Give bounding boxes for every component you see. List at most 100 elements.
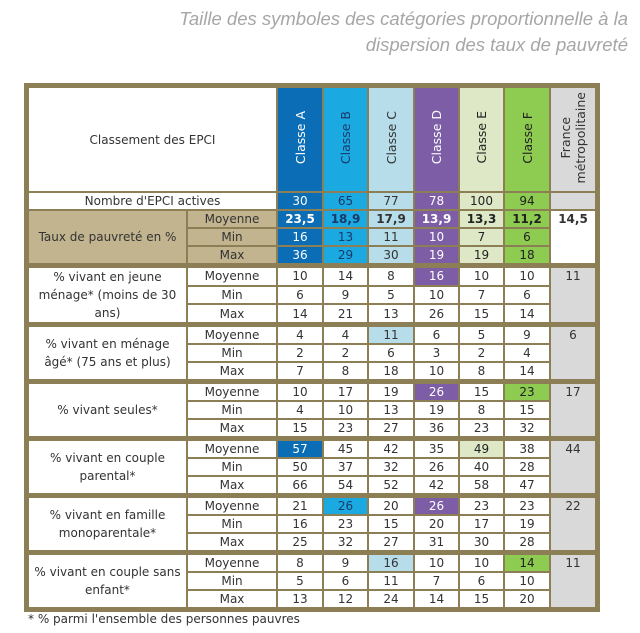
value-cell: 19 (460, 247, 503, 263)
header-class-b: Classe B (324, 88, 367, 191)
value-cell: 6 (415, 327, 458, 343)
caption-line-1: Taille des symboles des catégories propo… (179, 8, 628, 29)
table-row: Min 50 37 32 26 40 28 (29, 459, 595, 475)
value-cell: 6 (324, 573, 367, 589)
table-row: Max 14 21 13 26 15 14 (29, 305, 595, 322)
block-label: % vivant en jeune ménage* (moins de 30 a… (29, 268, 186, 322)
stat-label: Max (188, 247, 276, 263)
france-value: 14,5 (551, 211, 595, 263)
header-class-c: Classe C (369, 88, 413, 191)
value-cell: 6 (278, 286, 322, 304)
table-row: % vivant en couple sans enfant* Moyenne 8 9… (29, 555, 595, 607)
value-cell: 42 (415, 477, 458, 493)
value-cell: 14 (505, 363, 549, 379)
stat-label: Moyenne (188, 441, 276, 457)
value-cell: 12 (324, 591, 367, 607)
nombre-cell: 78 (415, 193, 458, 209)
stat-label: Min (188, 345, 276, 361)
table-row: Max 66 54 52 42 58 47 (29, 477, 595, 493)
table-row: Max 36 29 30 19 19 18 (29, 247, 595, 263)
value-cell: 15 (460, 384, 503, 400)
value-cell: 32 (505, 420, 549, 436)
value-cell: 20 (369, 498, 413, 514)
value-cell: 26 (415, 305, 458, 322)
value-cell: 8 (460, 363, 503, 379)
value-cell: 15 (460, 305, 503, 322)
value-cell: 4 (324, 327, 367, 343)
value-cell: 26 (415, 498, 458, 514)
value-cell: 10 (415, 229, 458, 245)
value-cell: 8 (278, 555, 322, 571)
france-value: 6 (551, 327, 595, 379)
value-cell: 3 (415, 345, 458, 361)
value-cell: 30 (369, 247, 413, 263)
value-cell: 13 (278, 591, 322, 607)
value-cell: 7 (460, 286, 503, 304)
value-cell: 21 (278, 498, 322, 514)
table-row: % vivant seules* Moyenne 10 17 19 26 15 23 17 (29, 384, 595, 436)
value-cell: 50 (278, 459, 322, 475)
value-cell: 54 (324, 477, 367, 493)
value-cell: 6 (505, 286, 549, 304)
value-cell: 35 (415, 441, 458, 457)
value-cell: 11 (369, 327, 413, 343)
block-separator (29, 324, 595, 325)
value-cell: 16 (369, 555, 413, 571)
value-cell: 7 (278, 363, 322, 379)
stat-label: Max (188, 534, 276, 550)
table-row: % vivant en jeune ménage* (moins de 30 a… (29, 268, 595, 322)
value-cell: 27 (369, 420, 413, 436)
value-cell: 16 (278, 229, 322, 245)
value-cell: 17,9 (369, 211, 413, 227)
value-cell: 5 (460, 327, 503, 343)
block-separator (29, 552, 595, 553)
value-cell: 21 (324, 305, 367, 322)
value-cell: 10 (460, 555, 503, 571)
stat-label: Max (188, 591, 276, 607)
value-cell: 18,9 (324, 211, 367, 227)
value-cell: 17 (324, 384, 367, 400)
value-cell: 14 (278, 305, 322, 322)
value-cell: 25 (278, 534, 322, 550)
value-cell: 32 (369, 459, 413, 475)
stat-label: Min (188, 402, 276, 418)
stat-label: Min (188, 229, 276, 245)
value-cell: 9 (505, 327, 549, 343)
value-cell: 9 (324, 555, 367, 571)
nombre-row: Nombre d'EPCI actives 30 65 77 78 100 94 (29, 193, 595, 209)
stat-label: Max (188, 477, 276, 493)
value-cell: 40 (460, 459, 503, 475)
value-cell: 58 (460, 477, 503, 493)
block-label: % vivant en couple parental* (29, 441, 186, 493)
table-row: % vivant en famille monoparentale* Moyenn… (29, 498, 595, 550)
value-cell: 11 (369, 229, 413, 245)
value-cell: 28 (505, 534, 549, 550)
value-cell: 11 (369, 573, 413, 589)
value-cell: 23 (324, 420, 367, 436)
value-cell: 7 (460, 229, 503, 245)
value-cell: 49 (460, 441, 503, 457)
value-cell: 13 (369, 305, 413, 322)
value-cell: 10 (415, 363, 458, 379)
value-cell: 13 (369, 402, 413, 418)
block-separator (29, 438, 595, 439)
table-row: Max 25 32 27 31 30 28 (29, 534, 595, 550)
value-cell: 13,3 (460, 211, 503, 227)
block-label: % vivant en couple sans enfant* (29, 555, 186, 607)
value-cell: 19 (415, 402, 458, 418)
stat-label: Max (188, 363, 276, 379)
value-cell: 16 (415, 268, 458, 285)
value-cell: 9 (324, 286, 367, 304)
value-cell: 10 (415, 286, 458, 304)
value-cell: 31 (415, 534, 458, 550)
table-row: % vivant en ménage âgé* (75 ans et plus)… (29, 327, 595, 379)
value-cell: 15 (278, 420, 322, 436)
block-label: % vivant en famille monoparentale* (29, 498, 186, 550)
value-cell: 13 (324, 229, 367, 245)
value-cell: 10 (415, 555, 458, 571)
value-cell: 6 (460, 573, 503, 589)
header-class-f: Classe F (505, 88, 549, 191)
value-cell: 4 (505, 345, 549, 361)
table-row: % vivant en couple parental* Moyenne 57 45 4… (29, 441, 595, 493)
value-cell: 10 (505, 573, 549, 589)
